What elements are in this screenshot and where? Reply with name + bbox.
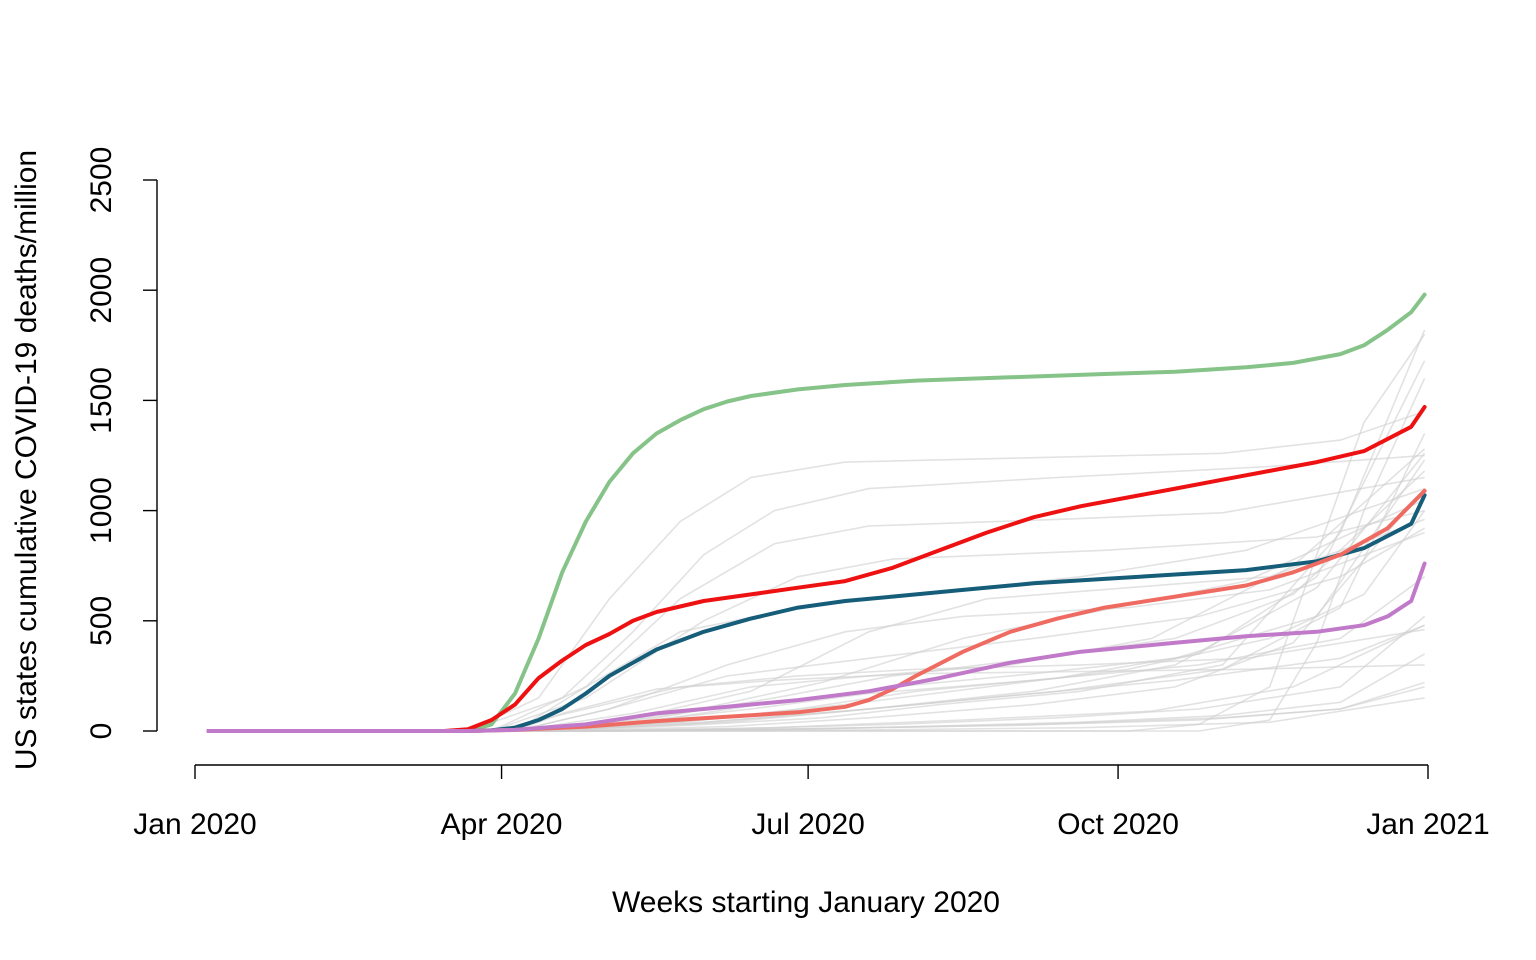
background-series-line	[208, 452, 1426, 732]
background-series-line	[208, 410, 1425, 732]
background-series-line	[208, 487, 1425, 732]
y-axis-title: US states cumulative COVID-19 deaths/mil…	[10, 150, 43, 770]
background-series-line	[208, 329, 1426, 732]
background-series-line	[208, 476, 1425, 732]
background-series-line	[208, 448, 1426, 732]
highlighted-series-line-4	[206, 488, 1427, 733]
x-tick-label: Jan 2020	[133, 808, 256, 841]
x-tick-label: Apr 2020	[441, 808, 563, 841]
x-tick-label: Jan 2021	[1366, 808, 1489, 841]
x-tick-label: Oct 2020	[1057, 808, 1179, 841]
x-axis-title: Weeks starting January 2020	[612, 886, 1000, 919]
background-series-line	[208, 686, 1425, 732]
background-series-line	[208, 509, 1425, 732]
highlighted-series-line-1	[206, 292, 1427, 733]
y-tick-label: 1500	[85, 367, 118, 434]
y-tick-label: 2000	[85, 257, 118, 324]
background-series-group	[208, 329, 1426, 732]
background-series-line	[208, 527, 1425, 732]
background-series-line	[208, 488, 1426, 732]
highlighted-series-group	[206, 292, 1427, 733]
x-axis: Jan 2020 Apr 2020 Jul 2020 Oct 2020 Jan 2021	[133, 764, 1490, 841]
y-tick-label: 0	[85, 723, 118, 740]
background-series-line	[208, 664, 1425, 732]
highlighted-series-line-2	[206, 405, 1427, 733]
background-series-line	[208, 378, 1426, 732]
y-tick-label: 2500	[85, 147, 118, 214]
x-tick-label: Jul 2020	[751, 808, 864, 841]
background-series-line	[208, 454, 1425, 732]
y-axis: 0 500 1000 1500 2000 2500	[85, 147, 158, 740]
y-tick-label: 500	[85, 596, 118, 646]
highlighted-series-line-3	[206, 493, 1427, 733]
highlighted-series-line-5	[206, 561, 1427, 733]
y-tick-label: 1000	[85, 477, 118, 544]
